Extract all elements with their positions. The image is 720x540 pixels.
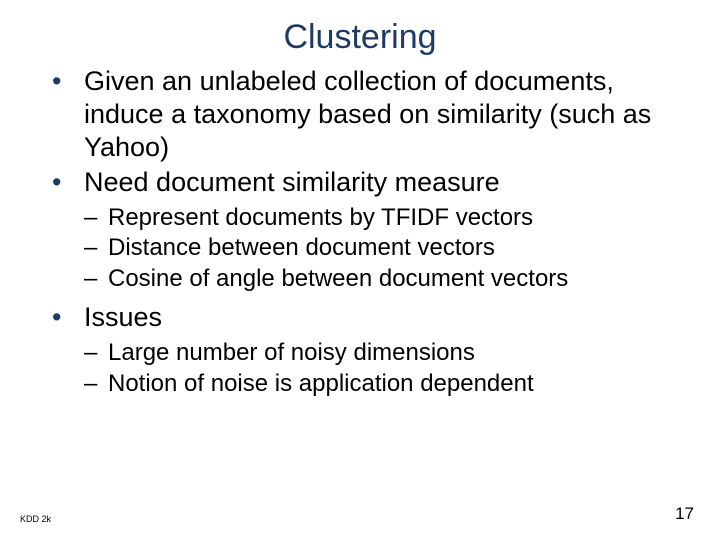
sub-bullet-item: Notion of noise is application dependent: [84, 369, 690, 400]
bullet-text: Need document similarity measure: [84, 167, 500, 197]
slide-title: Clustering: [283, 18, 436, 56]
bullet-list-level2: Large number of noisy dimensions Notion …: [84, 338, 690, 399]
bullet-item: Given an unlabeled collection of documen…: [52, 65, 690, 164]
footer-left: KDD 2k: [20, 514, 51, 524]
bullet-list-level1: Given an unlabeled collection of documen…: [52, 65, 690, 399]
bullet-text: Given an unlabeled collection of documen…: [84, 66, 651, 162]
sub-bullet-text: Large number of noisy dimensions: [108, 339, 475, 366]
slide: Clustering Given an unlabeled collection…: [0, 0, 720, 540]
sub-bullet-text: Notion of noise is application dependent: [108, 370, 534, 397]
sub-bullet-text: Cosine of angle between document vectors: [108, 265, 568, 292]
sub-bullet-text: Distance between document vectors: [108, 234, 495, 261]
bullet-text: Issues: [84, 302, 162, 332]
bullet-item: Issues Large number of noisy dimensions …: [52, 301, 690, 399]
slide-title-container: Clustering: [0, 0, 720, 65]
sub-bullet-text: Represent documents by TFIDF vectors: [108, 204, 533, 231]
page-number: 17: [675, 504, 694, 524]
sub-bullet-item: Distance between document vectors: [84, 233, 690, 264]
sub-bullet-item: Represent documents by TFIDF vectors: [84, 203, 690, 234]
bullet-list-level2: Represent documents by TFIDF vectors Dis…: [84, 203, 690, 295]
bullet-item: Need document similarity measure Represe…: [52, 166, 690, 295]
slide-body: Given an unlabeled collection of documen…: [0, 65, 720, 399]
sub-bullet-item: Large number of noisy dimensions: [84, 338, 690, 369]
sub-bullet-item: Cosine of angle between document vectors: [84, 264, 690, 295]
